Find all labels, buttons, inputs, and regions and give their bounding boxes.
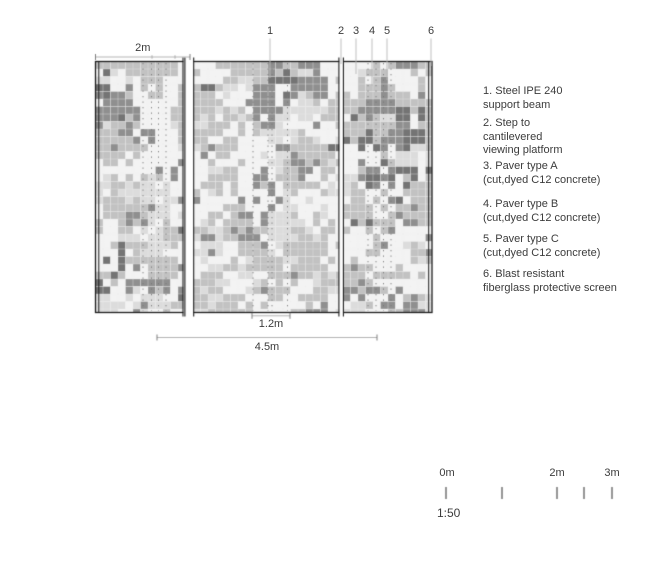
legend-line: 2. Step to: [483, 117, 531, 129]
scalebar-label-0m: 0m: [439, 467, 455, 479]
dimension-label-top-2m: 2m: [135, 42, 151, 54]
legend-line: 3. Paver type A: [483, 160, 558, 172]
legend-item-paver-c: 5. Paver type C (cut,dyed C12 concrete): [483, 233, 600, 260]
callout-number-5: 5: [383, 25, 391, 37]
callout-number-6: 6: [427, 25, 435, 37]
legend-line: support beam: [483, 98, 551, 111]
legend-line: 4. Paver type B: [483, 198, 559, 210]
legend-line: cantilevered: [483, 130, 543, 143]
callout-number-3: 3: [352, 25, 360, 37]
legend-item-paver-b: 4. Paver type B (cut,dyed C12 concrete): [483, 198, 600, 225]
dimension-label-beam-1-2m: 1.2m: [258, 318, 284, 330]
legend-line: (cut,dyed C12 concrete): [483, 173, 601, 186]
dimension-label-width-4-5m: 4.5m: [254, 341, 280, 353]
scale-ratio-label: 1:50: [437, 506, 461, 520]
legend-item-steel-beam: 1. Steel IPE 240 support beam: [483, 85, 563, 112]
legend-line: 5. Paver type C: [483, 233, 559, 245]
callout-number-4: 4: [368, 25, 376, 37]
legend-item-step: 2. Step to cantilevered viewing platform: [483, 117, 562, 158]
legend-line: (cut,dyed C12 concrete): [483, 211, 601, 224]
legend-item-paver-a: 3. Paver type A (cut,dyed C12 concrete): [483, 160, 600, 187]
callout-number-1: 1: [266, 25, 274, 37]
legend-item-blast-screen: 6. Blast resistant fiberglass protective…: [483, 268, 617, 295]
callout-number-2: 2: [337, 25, 345, 37]
legend-line: 1. Steel IPE 240: [483, 85, 563, 97]
legend-line: fiberglass protective screen: [483, 281, 617, 294]
legend-line: (cut,dyed C12 concrete): [483, 246, 601, 259]
legend-line: 6. Blast resistant: [483, 268, 565, 280]
scalebar-label-2m: 2m: [549, 467, 565, 479]
scalebar-label-3m: 3m: [604, 467, 620, 479]
legend-line: viewing platform: [483, 144, 563, 156]
